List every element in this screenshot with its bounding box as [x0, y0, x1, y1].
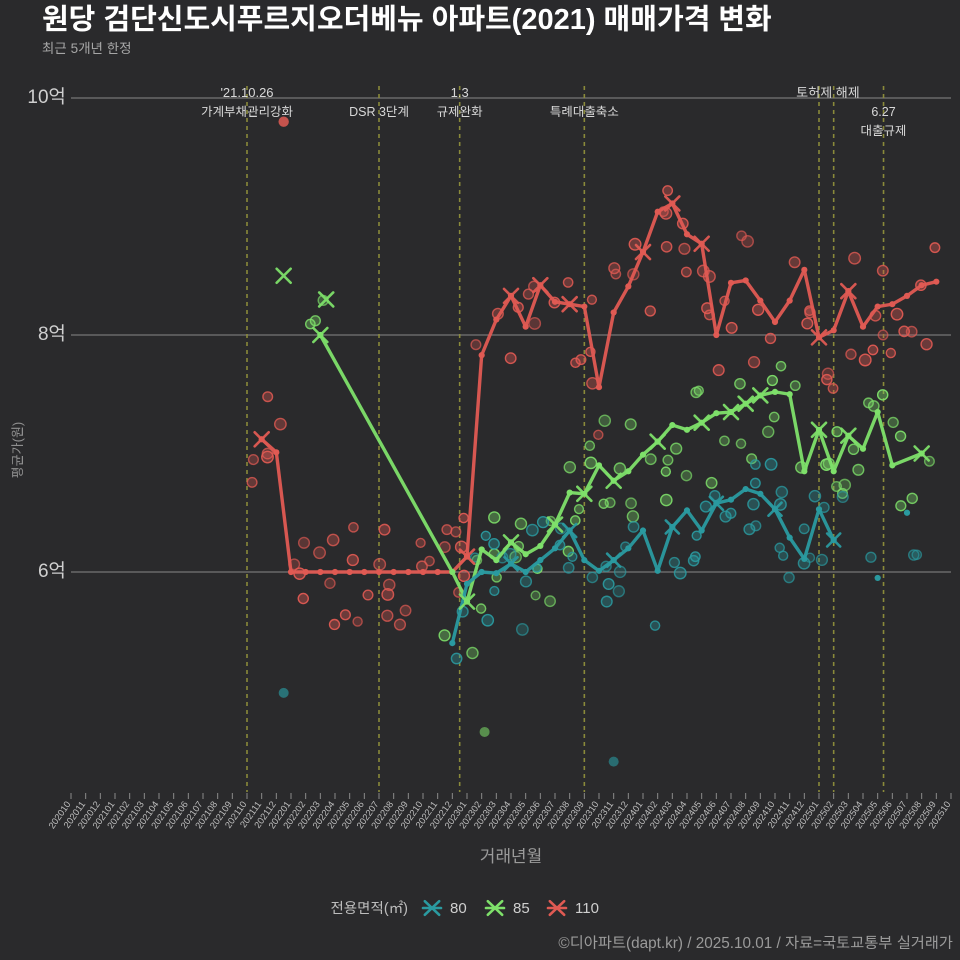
svg-text:10억: 10억 [27, 87, 66, 108]
svg-text:토허제 해제: 토허제 해제 [796, 85, 859, 100]
svg-text:80: 80 [450, 900, 467, 917]
svg-text:원당 검단신도시푸르지오더베뉴 아파트(2021) 매매가격: 원당 검단신도시푸르지오더베뉴 아파트(2021) 매매가격 변화 [42, 4, 772, 36]
svg-text:규제완화: 규제완화 [437, 105, 484, 119]
svg-text:6.27: 6.27 [871, 105, 895, 119]
svg-text:전용면적(㎡): 전용면적(㎡) [330, 900, 408, 917]
svg-text:평균가(원): 평균가(원) [10, 422, 25, 479]
svg-text:85: 85 [513, 900, 530, 917]
svg-text:6억: 6억 [38, 561, 66, 582]
svg-text:8억: 8억 [38, 324, 66, 345]
svg-text:DSR 3단계: DSR 3단계 [349, 105, 409, 119]
svg-text:특례대출축소: 특례대출축소 [550, 105, 619, 119]
svg-text:110: 110 [575, 900, 599, 917]
svg-text:1.3: 1.3 [451, 85, 469, 100]
svg-text:대출규제: 대출규제 [861, 124, 907, 138]
svg-text:©디아파트(dapt.kr) / 2025.10.01 /: ©디아파트(dapt.kr) / 2025.10.01 / 자료=국토교통부 실… [558, 935, 953, 952]
svg-text:최근 5개년 한정: 최근 5개년 한정 [42, 41, 132, 56]
svg-text:가계부채관리강화: 가계부채관리강화 [201, 105, 294, 119]
svg-text:거래년월: 거래년월 [480, 847, 543, 866]
svg-text:'21.10.26: '21.10.26 [220, 85, 273, 100]
